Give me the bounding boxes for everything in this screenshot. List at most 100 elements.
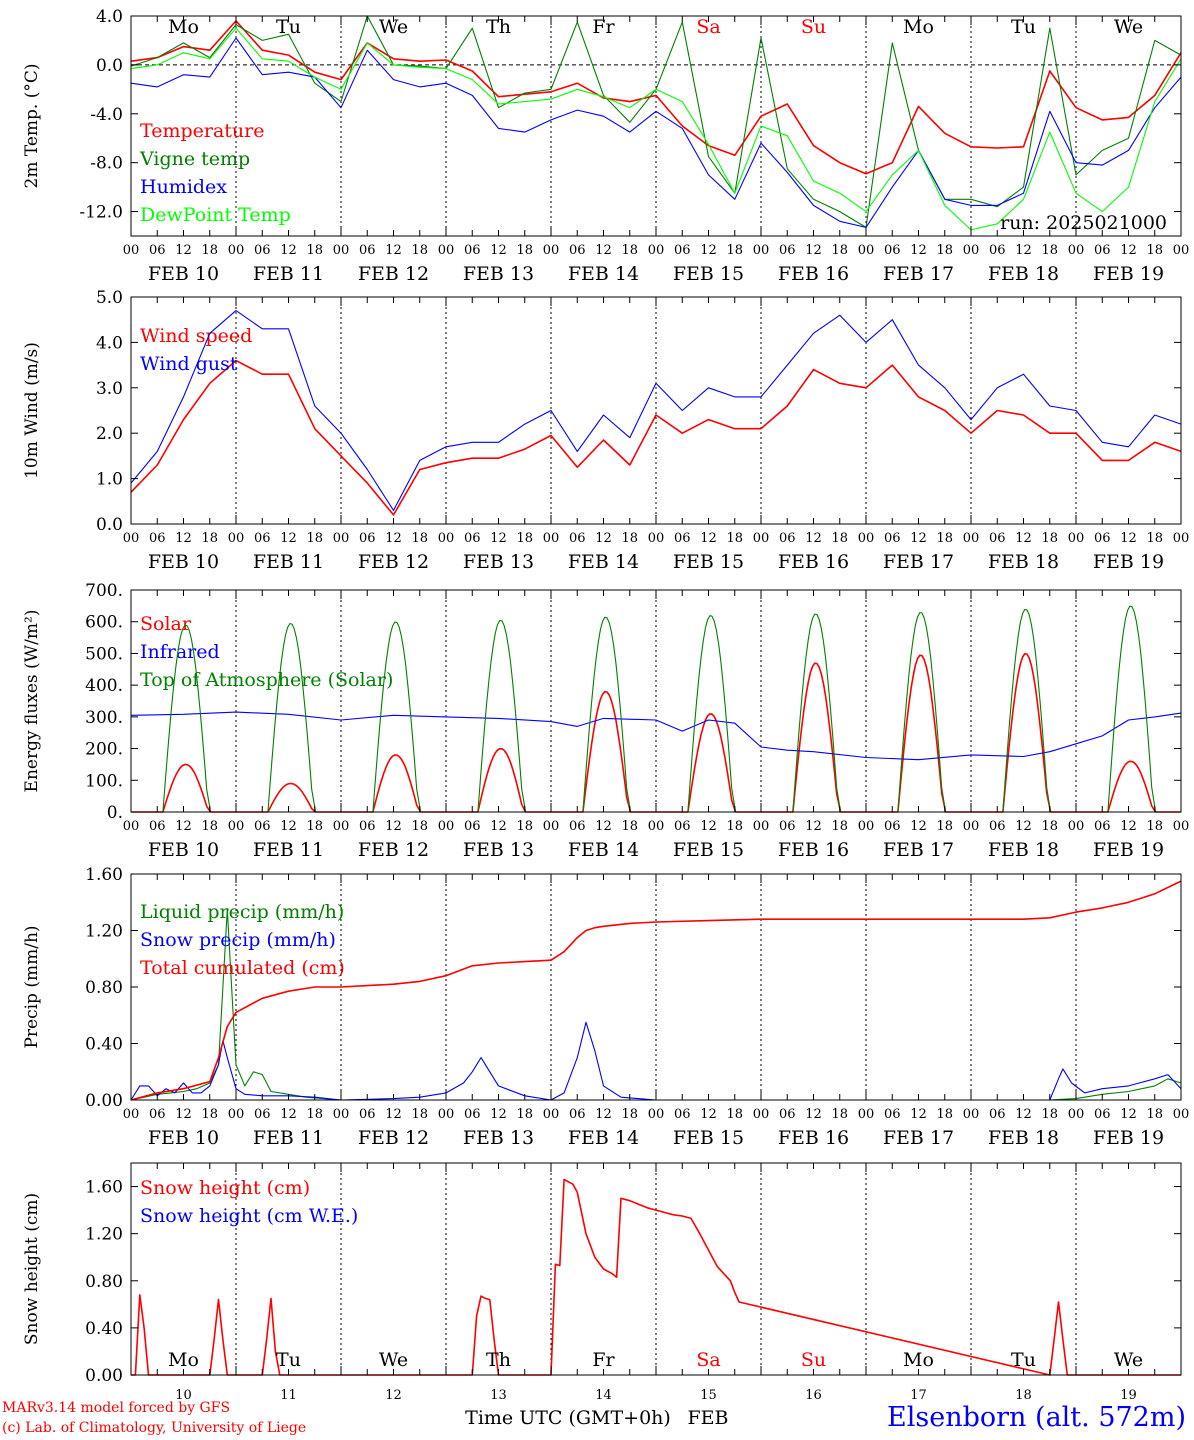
x-tick-label: 12 bbox=[700, 819, 717, 834]
x-tick-label: 06 bbox=[464, 531, 481, 546]
y-tick-label: 1.20 bbox=[85, 1225, 123, 1245]
y-tick-label: 400. bbox=[85, 676, 123, 696]
x-tick-label: 00 bbox=[753, 819, 770, 834]
x-tick-label: 12 bbox=[385, 243, 402, 258]
x-tick-label: 00 bbox=[228, 1107, 245, 1122]
series-line-wind-1 bbox=[130, 310, 1182, 511]
x-tick-label: 06 bbox=[359, 243, 376, 258]
y-tick-label: 200. bbox=[85, 740, 123, 760]
x-tick-label: 18 bbox=[306, 531, 323, 546]
x-tick-label: 12 bbox=[595, 243, 612, 258]
legend-entry: Liquid precip (mm/h) bbox=[140, 901, 344, 923]
date-label: FEB 18 bbox=[988, 551, 1059, 573]
x-tick-label: 06 bbox=[569, 1107, 586, 1122]
x-tick-label: 12 bbox=[700, 243, 717, 258]
x-tick-label: 12 bbox=[1015, 531, 1032, 546]
weekday-label: Fr bbox=[592, 1349, 615, 1371]
y-tick-label: 0. bbox=[107, 803, 123, 823]
x-tick-label: 00 bbox=[858, 531, 875, 546]
weekday-label: Tu bbox=[276, 1349, 301, 1371]
x-tick-label: 12 bbox=[910, 243, 927, 258]
y-tick-label: 0.00 bbox=[85, 1091, 123, 1111]
time-axis-label: Time UTC (GMT+0h) bbox=[465, 1407, 671, 1429]
date-label: FEB 14 bbox=[568, 263, 639, 285]
x-tick-label: 00 bbox=[438, 243, 455, 258]
x-tick-label: 12 bbox=[805, 1107, 822, 1122]
weekday-label: We bbox=[1114, 16, 1143, 38]
y-tick-label: -4.0 bbox=[90, 105, 123, 125]
x-tick-label: 12 bbox=[1120, 1107, 1137, 1122]
x-tick-label: 12 bbox=[490, 243, 507, 258]
x-tick-label: 00 bbox=[123, 819, 140, 834]
x-tick-label: 12 bbox=[175, 531, 192, 546]
x-tick-label: 12 bbox=[280, 243, 297, 258]
x-tick-label: 12 bbox=[1120, 819, 1137, 834]
day-number-label: 17 bbox=[910, 1388, 927, 1403]
y-axis-label: Precip (mm/h) bbox=[22, 925, 42, 1048]
legend-entry: Solar bbox=[140, 613, 192, 635]
legend-entry: Snow height (cm) bbox=[140, 1177, 310, 1199]
date-label: FEB 12 bbox=[358, 1127, 429, 1149]
x-tick-label: 12 bbox=[280, 1107, 297, 1122]
x-tick-label: 00 bbox=[1068, 243, 1085, 258]
weekday-label: Fr bbox=[592, 16, 615, 38]
x-tick-label: 18 bbox=[411, 243, 428, 258]
day-number-label: 19 bbox=[1120, 1388, 1137, 1403]
x-tick-label: 00 bbox=[123, 243, 140, 258]
day-number-label: 11 bbox=[280, 1388, 297, 1403]
x-tick-label: 06 bbox=[884, 819, 901, 834]
date-label: FEB 18 bbox=[988, 1127, 1059, 1149]
credit-line-1: MARv3.14 model forced by GFS bbox=[2, 1400, 231, 1416]
x-tick-label: 06 bbox=[359, 1107, 376, 1122]
y-tick-label: 600. bbox=[85, 613, 123, 633]
weekday-label: We bbox=[379, 1349, 408, 1371]
x-tick-label: 12 bbox=[490, 531, 507, 546]
y-tick-label: 0.0 bbox=[96, 515, 123, 535]
x-tick-label: 18 bbox=[411, 531, 428, 546]
x-tick-label: 00 bbox=[333, 531, 350, 546]
x-tick-label: 00 bbox=[123, 1107, 140, 1122]
x-tick-label: 12 bbox=[1120, 531, 1137, 546]
date-label: FEB 19 bbox=[1093, 839, 1164, 861]
date-label: FEB 17 bbox=[883, 1127, 954, 1149]
y-tick-label: 1.0 bbox=[96, 470, 123, 490]
date-label: FEB 15 bbox=[673, 839, 744, 861]
date-label: FEB 12 bbox=[358, 551, 429, 573]
x-tick-label: 06 bbox=[359, 531, 376, 546]
y-axis-label: 10m Wind (m/s) bbox=[22, 342, 42, 479]
weekday-label: Su bbox=[801, 1349, 826, 1371]
x-tick-label: 12 bbox=[910, 531, 927, 546]
legend-entry: Snow precip (mm/h) bbox=[140, 929, 336, 951]
x-tick-label: 06 bbox=[674, 243, 691, 258]
x-tick-label: 06 bbox=[149, 243, 166, 258]
weekday-label: Su bbox=[801, 16, 826, 38]
legend-entry: DewPoint Temp bbox=[140, 204, 291, 226]
x-tick-label: 18 bbox=[201, 819, 218, 834]
date-label: FEB 11 bbox=[253, 263, 324, 285]
x-tick-label: 12 bbox=[175, 243, 192, 258]
date-label: FEB 10 bbox=[148, 551, 219, 573]
y-tick-label: 0.40 bbox=[85, 1319, 123, 1339]
x-tick-label: 18 bbox=[1041, 243, 1058, 258]
weekday-label: Th bbox=[486, 1349, 511, 1371]
x-tick-label: 00 bbox=[1173, 819, 1190, 834]
weekday-label: Tu bbox=[1011, 1349, 1036, 1371]
x-tick-label: 18 bbox=[1146, 819, 1163, 834]
weekday-label: Mo bbox=[168, 1349, 199, 1371]
x-tick-label: 18 bbox=[306, 1107, 323, 1122]
station-name: Elsenborn (alt. 572m) bbox=[887, 1402, 1186, 1433]
date-label: FEB 17 bbox=[883, 839, 954, 861]
x-tick-label: 18 bbox=[201, 243, 218, 258]
x-tick-label: 00 bbox=[648, 1107, 665, 1122]
legend-entry: Wind speed bbox=[140, 325, 252, 347]
x-tick-label: 18 bbox=[831, 819, 848, 834]
x-tick-label: 12 bbox=[1015, 819, 1032, 834]
x-tick-label: 06 bbox=[989, 243, 1006, 258]
x-tick-label: 18 bbox=[1041, 1107, 1058, 1122]
legend-entry: Top of Atmosphere (Solar) bbox=[140, 669, 393, 691]
y-tick-label: 1.60 bbox=[85, 1178, 123, 1198]
x-tick-label: 12 bbox=[805, 531, 822, 546]
date-label: FEB 10 bbox=[148, 263, 219, 285]
x-tick-label: 00 bbox=[228, 531, 245, 546]
y-tick-label: -8.0 bbox=[90, 154, 123, 174]
